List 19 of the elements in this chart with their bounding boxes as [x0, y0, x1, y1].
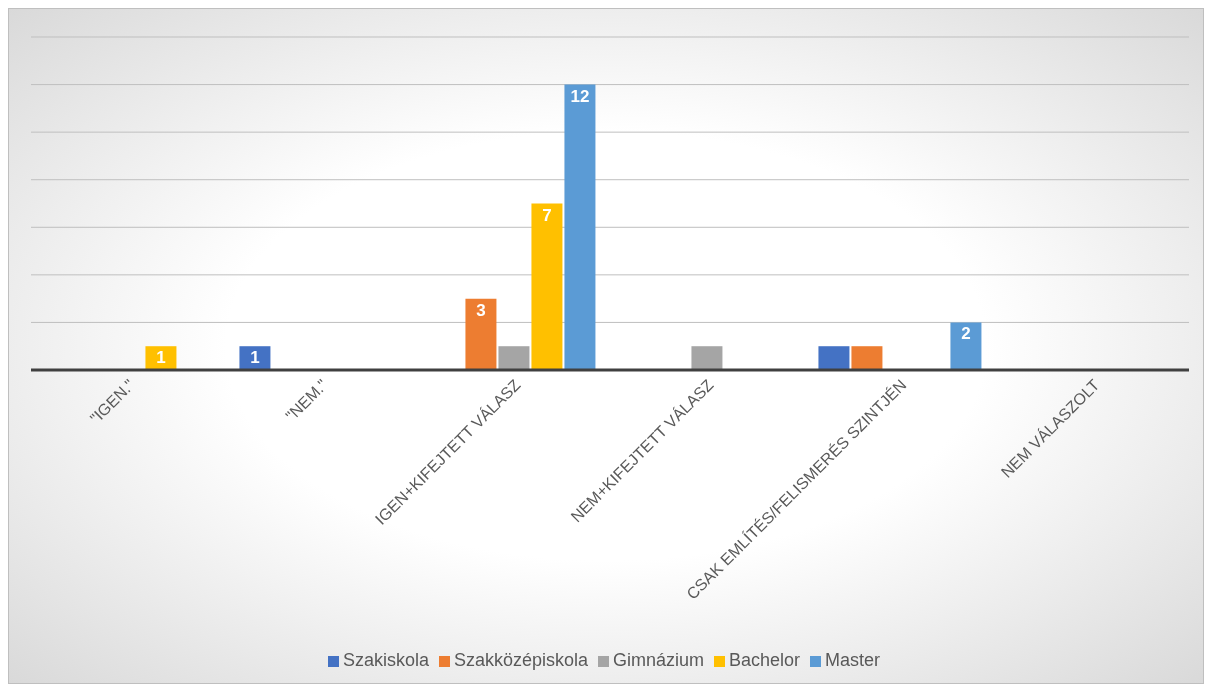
data-label: 12	[570, 86, 590, 106]
legend-label: Master	[825, 650, 881, 670]
legend-label: Szakközépiskola	[453, 650, 589, 670]
bar	[465, 298, 497, 370]
bar	[531, 203, 563, 370]
bar	[498, 346, 530, 370]
bar	[851, 346, 883, 370]
legend-label: Szakiskola	[342, 650, 429, 670]
data-label: 3	[476, 300, 486, 320]
legend-label: Bachelor	[729, 650, 801, 670]
data-label: 7	[542, 205, 552, 225]
legend-label: Gimnázium	[613, 650, 705, 670]
data-label: 1	[156, 348, 166, 368]
bar	[564, 84, 596, 370]
bar	[950, 322, 982, 370]
data-label: 2	[961, 324, 971, 344]
bar	[691, 346, 723, 370]
bar	[818, 346, 850, 370]
data-label: 1	[250, 348, 260, 368]
